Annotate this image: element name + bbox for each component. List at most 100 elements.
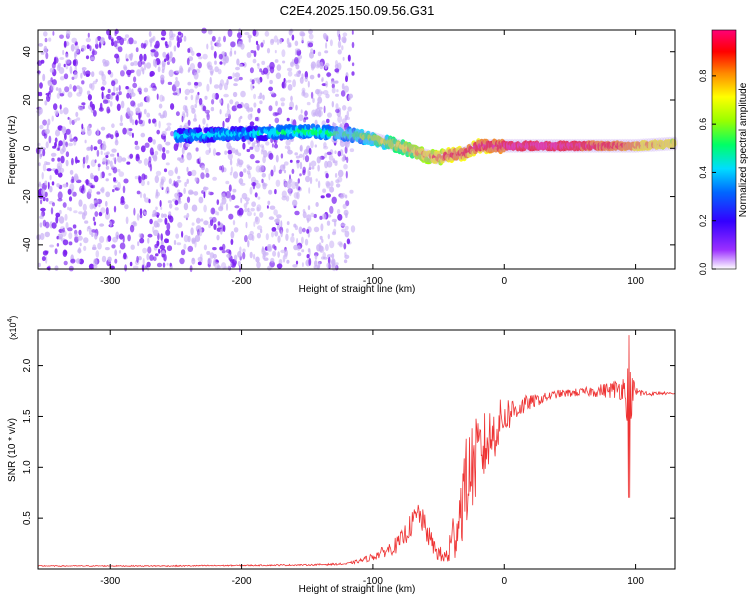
noise-speck [143,108,147,115]
colorbar-frame [711,29,737,270]
noise-speck [230,194,236,200]
noise-speck [59,34,64,39]
noise-speck [130,100,136,107]
noise-speck [273,35,278,43]
noise-speck [254,192,258,198]
noise-speck [116,39,120,44]
noise-speck [191,222,195,226]
noise-speck [194,103,197,108]
noise-speck [58,87,62,95]
noise-speck [310,61,317,69]
noise-speck [223,35,226,43]
noise-speck [42,196,46,202]
noise-speck [183,243,187,250]
noise-speck [143,193,147,199]
noise-speck [91,71,95,78]
noise-speck [112,165,115,169]
noise-speck [86,90,91,96]
noise-speck [82,184,85,191]
y-tick-label: 20 [22,94,33,106]
noise-speck [296,191,300,200]
noise-speck [255,40,259,46]
noise-speck [126,92,130,99]
ridge-halo [433,150,439,165]
noise-speck [280,249,286,254]
noise-speck [200,172,205,180]
noise-speck [296,183,299,190]
noise-speck [279,38,283,44]
noise-speck [246,148,251,153]
noise-speck [341,228,347,233]
noise-speck [326,118,330,124]
noise-speck [96,128,100,137]
noise-speck [319,156,322,161]
ridge-halo [346,127,353,142]
noise-speck [249,153,255,160]
noise-speck [252,58,257,64]
noise-speck [325,193,331,198]
ridge-halo [362,130,368,145]
noise-speck [115,95,118,101]
spectrogram-y-ticks: -40 -20 0 20 40 [22,46,675,252]
noise-speck [182,111,186,115]
ridge-halo [656,137,663,152]
noise-speck [337,49,342,55]
noise-speck [298,153,303,158]
noise-speck [123,178,129,184]
noise-speck [137,241,140,247]
noise-speck [286,67,293,72]
noise-speck [162,213,167,218]
noise-speck [165,162,170,166]
noise-speck [129,153,134,159]
noise-speck [116,152,120,157]
noise-speck [327,112,332,118]
noise-speck [222,120,225,128]
noise-speck [286,180,292,189]
noise-speck [268,216,275,220]
noise-speck [154,60,157,68]
noise-speck [54,265,59,272]
noise-speck [50,83,55,91]
noise-speck [102,157,107,163]
noise-speck [139,53,143,62]
noise-speck [118,250,122,254]
noise-speck [135,107,141,114]
noise-speck [225,203,229,211]
ridge-halo [645,138,652,153]
noise-speck [255,160,260,164]
ridge-halo [503,138,510,153]
noise-speck [128,131,132,137]
noise-speck [294,152,299,156]
ridge-halo [354,128,361,143]
noise-speck [267,200,271,205]
noise-speck [93,175,99,183]
noise-speck [274,230,279,237]
noise-speck [134,175,139,180]
noise-speck [246,52,252,58]
noise-speck [79,242,82,247]
noise-speck [322,90,329,95]
noise-speck [84,156,89,164]
noise-speck [190,94,194,101]
noise-speck [218,36,221,42]
noise-speck [256,261,261,269]
noise-speck [213,223,217,230]
noise-speck [214,60,217,65]
noise-speck [111,148,117,153]
noise-speck [93,199,96,204]
noise-speck [64,86,70,93]
noise-speck [204,95,208,100]
noise-speck [116,87,119,92]
noise-speck [162,51,167,58]
noise-speck [36,234,41,241]
noise-speck [335,103,339,110]
noise-speck [95,250,100,258]
noise-speck [237,40,243,47]
noise-speck [271,143,274,148]
noise-speck [61,229,67,237]
noise-speck [158,248,161,254]
noise-speck [100,207,106,214]
noise-speck [49,244,54,248]
noise-speck [280,153,284,159]
noise-speck [77,105,81,110]
